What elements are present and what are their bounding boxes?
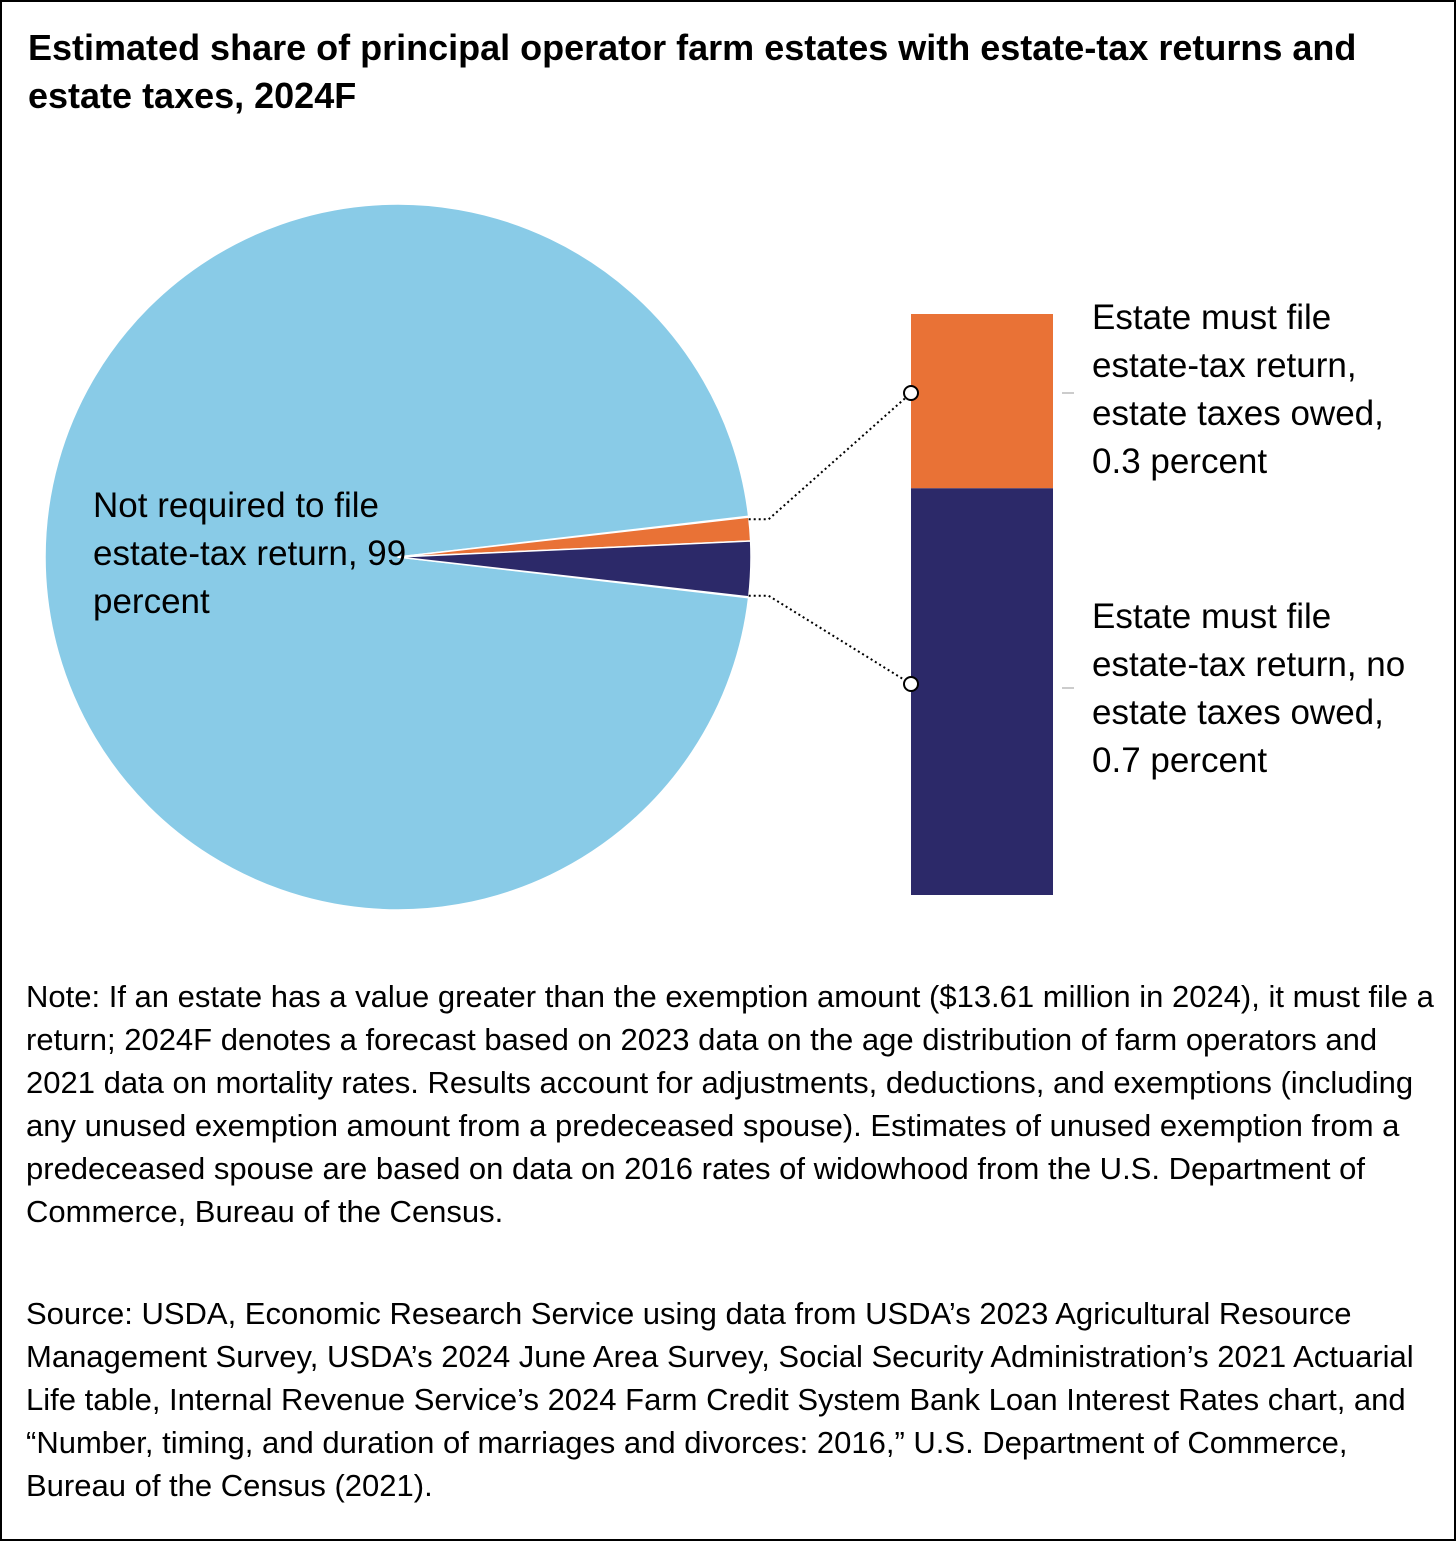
breakout-bar (911, 314, 1074, 895)
bar-segment-taxes-owed (911, 314, 1053, 489)
pie-slice-no-taxes-owed (397, 540, 752, 598)
pie (44, 203, 752, 911)
bar-segment-label-no-taxes-owed: Estate must file estate-tax return, no e… (1092, 597, 1406, 780)
chart-title: Estimated share of principal operator fa… (28, 27, 1357, 116)
connector-no-taxes-owed (748, 594, 912, 685)
bar-segment-label-taxes-owed: Estate must file estate-tax return, esta… (1092, 298, 1384, 481)
pie-slice-not-required (44, 203, 750, 911)
chart-note: Note: If an estate has a value greater t… (26, 979, 1434, 1229)
marker-taxes-owed (903, 385, 919, 401)
pie-slice-label-not-required: Not required to file estate-tax return, … (93, 486, 407, 621)
connector-taxes-owed (748, 392, 912, 521)
connectors (748, 385, 919, 692)
chart-source: Source: USDA, Economic Research Service … (26, 1296, 1414, 1503)
bar-segment-no-taxes-owed (911, 488, 1053, 895)
marker-no-taxes-owed (903, 676, 919, 692)
